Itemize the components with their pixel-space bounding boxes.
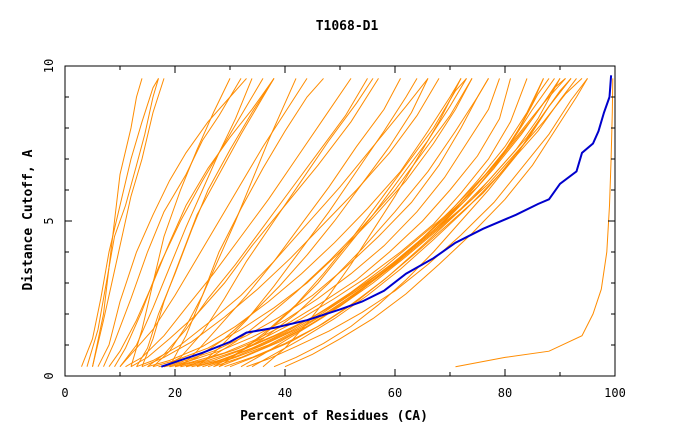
series-line-10 xyxy=(130,78,379,368)
plot-frame xyxy=(64,65,616,377)
series-line-13 xyxy=(147,78,462,368)
series-line-40 xyxy=(262,78,462,368)
series-line-12 xyxy=(141,78,440,368)
series-line-39 xyxy=(213,78,467,368)
series-line-42 xyxy=(92,78,143,367)
series-line-23 xyxy=(202,78,561,368)
series-line-2 xyxy=(81,78,159,367)
x-tick-label: 40 xyxy=(278,386,292,400)
series-line-5 xyxy=(103,78,242,367)
series-line-43 xyxy=(169,78,324,367)
series-line-4 xyxy=(97,78,247,367)
series-line-51 xyxy=(455,78,614,368)
series-line-29 xyxy=(174,78,429,368)
series-line-18 xyxy=(174,78,528,368)
chart-title: T1068-D1 xyxy=(316,19,379,34)
series-line-47 xyxy=(246,78,588,368)
series-line-34 xyxy=(202,78,489,368)
series-line-6 xyxy=(108,78,275,367)
series-line-16 xyxy=(163,78,500,368)
series-line-21 xyxy=(191,78,544,368)
series-line-9 xyxy=(125,78,352,368)
series-line-25 xyxy=(213,78,572,368)
x-tick-label: 60 xyxy=(388,386,402,400)
series-line-14 xyxy=(152,78,473,368)
series-line-33 xyxy=(185,78,473,368)
series-line-44 xyxy=(196,78,418,368)
series-line-15 xyxy=(158,78,489,368)
series-line-37 xyxy=(119,78,253,368)
series-line-1 xyxy=(86,78,159,367)
highlight-series-line xyxy=(160,75,613,368)
series-line-45 xyxy=(218,78,467,368)
x-axis-label: Percent of Residues (CA) xyxy=(240,409,428,424)
y-tick-label: 10 xyxy=(42,59,56,73)
y-tick-label: 0 xyxy=(42,372,56,379)
x-tick-label: 0 xyxy=(61,386,68,400)
series-line-46 xyxy=(273,78,572,368)
series-line-50 xyxy=(284,78,588,368)
x-tick-label: 80 xyxy=(498,386,512,400)
series-line-41 xyxy=(130,78,231,367)
axis-layer: 0 20 40 60 80 100 0 5 10 xyxy=(42,59,626,400)
series-line-49 xyxy=(180,78,401,368)
series-line-26 xyxy=(218,78,566,368)
series-line-35 xyxy=(240,78,561,368)
series-line-20 xyxy=(185,78,550,368)
y-tick-label: 5 xyxy=(42,217,56,224)
series-line-3 xyxy=(92,78,165,367)
series-line-38 xyxy=(147,78,368,368)
series-line-27 xyxy=(224,78,577,368)
x-tick-label: 20 xyxy=(168,386,182,400)
series-line-36 xyxy=(251,78,572,368)
series-line-8 xyxy=(119,78,308,368)
series-line-7 xyxy=(114,78,264,367)
series-line-48 xyxy=(141,78,275,367)
series-line-32 xyxy=(163,78,374,368)
x-tick-label: 100 xyxy=(604,386,626,400)
y-axis-label: Distance Cutoff, A xyxy=(21,149,36,290)
series-layer xyxy=(81,75,614,368)
series-line-24 xyxy=(207,78,566,368)
